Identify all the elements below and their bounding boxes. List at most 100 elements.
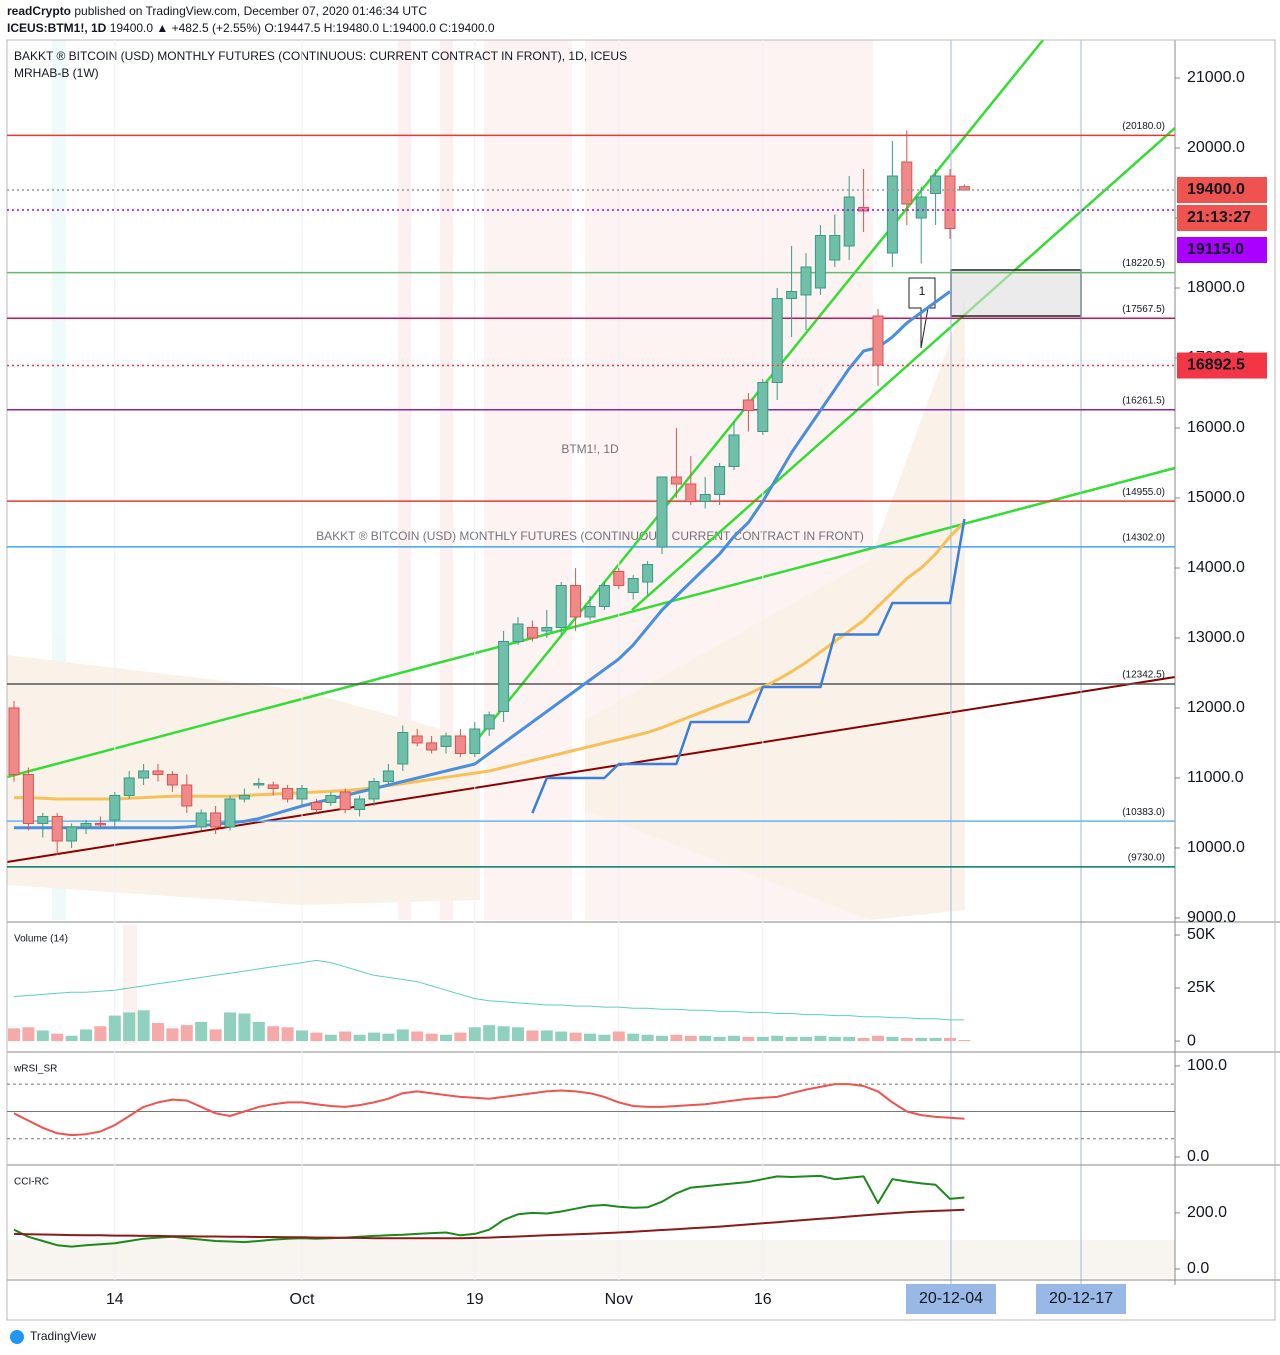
watermark-subtitle: BAKKT ® BITCOIN (USD) MONTHLY FUTURES (C… <box>316 529 864 543</box>
candle-body <box>814 235 826 289</box>
footer: TradingView <box>30 1329 96 1343</box>
candle-body <box>22 773 34 824</box>
volume-bar <box>339 1031 352 1042</box>
volume-bar <box>425 1033 438 1042</box>
volume-bar <box>684 1035 697 1042</box>
y-tick-label: 50K <box>1187 926 1216 943</box>
volume-bar <box>929 1037 942 1042</box>
candle-body <box>886 175 898 254</box>
y-tick-label: 11000.0 <box>1187 769 1244 786</box>
candle-body <box>786 290 798 299</box>
overlay-line <box>14 521 966 801</box>
x-tick-label: 14 <box>106 1291 124 1308</box>
volume-bar <box>785 1036 798 1042</box>
published: published on TradingView.com, December 0… <box>74 4 427 18</box>
pane-title: wRSI_SR <box>13 1064 57 1075</box>
volume-bar <box>569 1032 582 1042</box>
price-badge-label: 19115.0 <box>1187 241 1244 258</box>
y-tick-label: 15000.0 <box>1187 489 1245 506</box>
volume-bar <box>411 1031 424 1042</box>
x-tick-label: Nov <box>605 1291 633 1308</box>
symbol: ICEUS:BTM1!, 1D <box>7 21 107 35</box>
band <box>484 40 572 920</box>
volume-bar <box>195 1021 208 1042</box>
volume-bar <box>51 1033 64 1042</box>
symbol-line: ICEUS:BTM1!, 1D 19400.0 ▲ +482.5 (+2.55%… <box>7 21 495 35</box>
price-badge-label: 19400.0 <box>1187 181 1245 198</box>
candle-body <box>8 707 20 775</box>
volume-bar <box>699 1035 712 1042</box>
y-tick-label: 200.0 <box>1187 1204 1227 1221</box>
volume-bar <box>152 1023 164 1042</box>
volume-bar <box>584 1033 596 1042</box>
candle-body <box>454 735 466 754</box>
level-label: (20180.0) <box>1122 121 1165 132</box>
candle-body <box>915 196 927 219</box>
candle-body <box>670 476 682 485</box>
y-tick-label: 100.0 <box>1187 1057 1227 1074</box>
trend-line <box>631 127 1176 611</box>
candle-body <box>800 266 812 296</box>
candle-body <box>195 812 207 828</box>
frame <box>6 39 1280 1321</box>
candle-body <box>570 584 582 618</box>
candle-body <box>757 381 769 432</box>
volume-bar <box>108 1015 121 1042</box>
candle-body <box>728 434 740 467</box>
candle-body <box>901 161 913 205</box>
candle-body <box>598 584 610 607</box>
level-label: (14955.0) <box>1122 487 1165 498</box>
candle-body <box>238 794 250 800</box>
candle-body <box>152 770 164 775</box>
volume-bar <box>627 1033 640 1042</box>
volume-bar <box>900 1037 913 1042</box>
volume-bar <box>728 1035 740 1042</box>
candle-body <box>498 640 510 712</box>
volume-bar <box>252 1021 265 1042</box>
volume-bar <box>368 1032 380 1042</box>
volume-bar <box>598 1034 611 1042</box>
volume-bar <box>8 1028 20 1042</box>
price-badge <box>1177 352 1267 379</box>
candle-body <box>138 770 150 779</box>
candle-body <box>944 175 956 230</box>
volume-bar <box>440 1034 452 1042</box>
trend-line <box>6 676 1176 863</box>
level-label: (12342.5) <box>1122 670 1165 681</box>
chart-title: BAKKT ® BITCOIN (USD) MONTHLY FUTURES (C… <box>14 49 627 63</box>
volume-bar <box>22 1027 35 1042</box>
volume-bar <box>670 1034 683 1042</box>
candle-body <box>181 784 193 807</box>
volume-bar <box>65 1035 78 1042</box>
candle-body <box>123 777 135 796</box>
candle-body <box>642 563 654 583</box>
volume-bar <box>36 1030 49 1042</box>
volume-bar <box>857 1037 870 1042</box>
header-line: readCrypto published on TradingView.com,… <box>7 4 427 18</box>
drawings <box>6 39 1176 1285</box>
x-tick-label: Oct <box>290 1291 315 1308</box>
box <box>950 269 1082 317</box>
volume-bar <box>166 1028 179 1042</box>
level-label: (16261.5) <box>1122 395 1165 406</box>
volume-bar <box>641 1034 654 1042</box>
candle-body <box>411 735 423 744</box>
candle-body <box>872 315 884 366</box>
candle-body <box>267 784 279 789</box>
plot-layer: (20180.0) (18220.5) (17567.5) (16261.5) (149… <box>7 40 1175 1280</box>
volume-bar <box>814 1035 827 1042</box>
volume-bar <box>742 1036 755 1042</box>
candle-body <box>109 794 121 821</box>
candle-body <box>930 175 942 195</box>
pane-title: Volume (14) <box>14 934 68 945</box>
level-label: (14302.0) <box>1122 532 1165 543</box>
level-label: (17567.5) <box>1122 304 1165 315</box>
candle-body <box>541 626 553 632</box>
candle-body <box>282 787 294 800</box>
y-tick-label: 13000.0 <box>1187 629 1245 646</box>
countdown: 21:13:27 <box>1187 209 1251 226</box>
candle-body <box>224 798 236 828</box>
